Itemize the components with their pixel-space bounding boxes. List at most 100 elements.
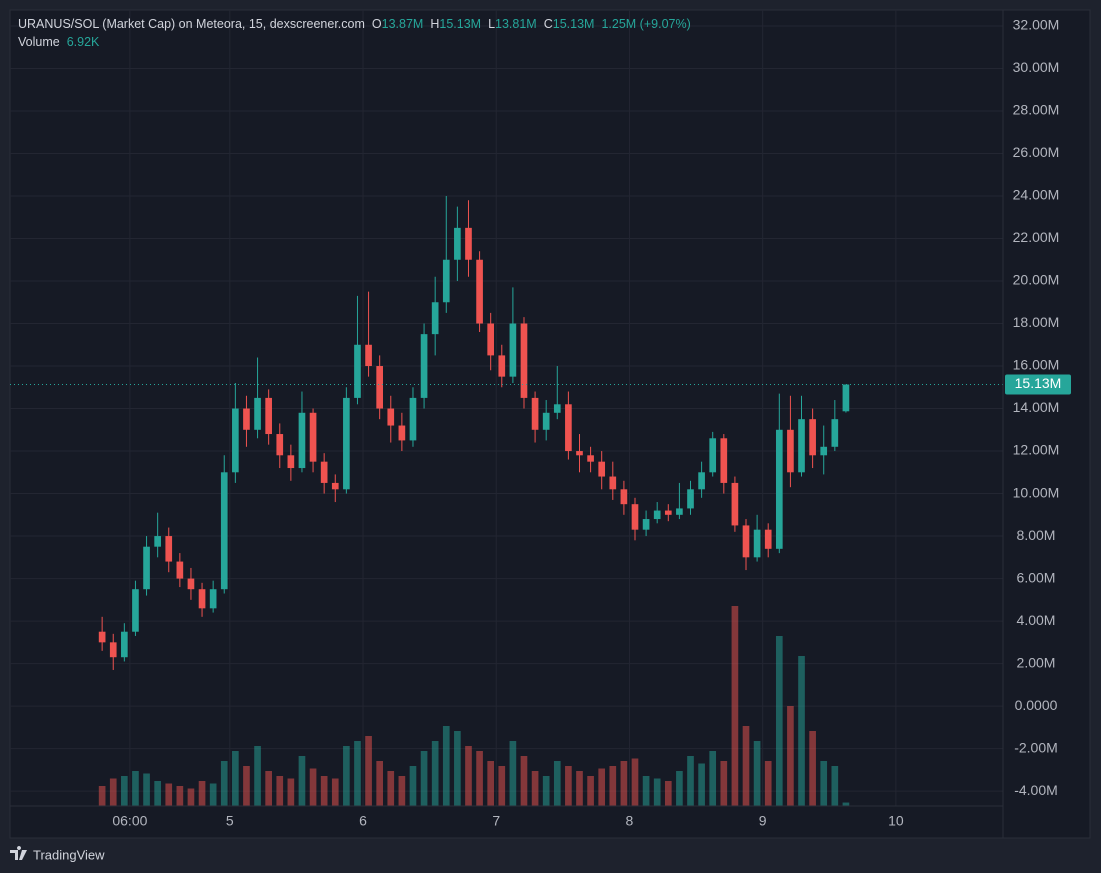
logo-mark <box>10 846 27 860</box>
candle-body <box>809 419 816 456</box>
candle-body <box>764 529 772 549</box>
candle-body <box>354 344 361 398</box>
volume-bar <box>420 751 428 806</box>
candle-body <box>198 589 206 609</box>
grid <box>10 10 1003 806</box>
y-tick-label: 8.00M <box>1017 527 1056 543</box>
y-tick-label: 26.00M <box>1013 144 1060 160</box>
y-tick-label: 28.00M <box>1013 102 1060 118</box>
candle-body <box>165 536 173 562</box>
y-tick-label: 2.00M <box>1017 654 1056 670</box>
volume-bar <box>376 761 383 806</box>
volume-bar <box>132 771 139 806</box>
candle-body <box>598 461 606 477</box>
candle-body <box>531 397 539 430</box>
volume-bar <box>320 776 328 806</box>
volume-bar <box>187 788 195 806</box>
candle-body <box>254 397 261 430</box>
tradingview-logo[interactable]: TradingView <box>10 846 105 862</box>
candle-body <box>320 461 328 483</box>
candle-body <box>465 227 472 260</box>
candle-body <box>431 302 439 335</box>
volume-key: Volume <box>18 35 60 49</box>
y-tick-label: 10.00M <box>1013 484 1060 500</box>
candle-body <box>276 434 284 456</box>
candles <box>10 195 1003 670</box>
volume-bar <box>631 758 639 806</box>
x-tick-label: 8 <box>626 813 634 829</box>
o-key: O <box>372 17 382 31</box>
volume-bar <box>98 786 106 806</box>
candle-body <box>220 472 228 590</box>
candle-body <box>121 631 128 658</box>
volume-bar <box>298 756 306 806</box>
volume-bar <box>265 771 272 806</box>
volume-pane <box>98 606 850 806</box>
volume-bar <box>398 776 406 806</box>
x-tick-label: 6 <box>359 813 367 829</box>
candle-body <box>398 425 406 441</box>
volume-bar <box>687 756 694 806</box>
candle-body <box>509 323 517 377</box>
volume-bar <box>487 761 495 806</box>
volume-bar <box>598 768 606 806</box>
volume-bar <box>531 771 539 806</box>
candle-body <box>642 519 650 530</box>
volume-bar <box>809 731 816 806</box>
candle-body <box>109 642 117 658</box>
y-tick-label: 14.00M <box>1013 399 1060 415</box>
c-value: 15.13M <box>553 17 595 31</box>
candle-body <box>187 578 195 590</box>
y-tick-label: -4.00M <box>1014 782 1058 798</box>
volume-bar <box>753 741 761 806</box>
change: 1.25M (+9.07%) <box>601 17 690 31</box>
volume-bar <box>176 786 184 806</box>
volume-bar <box>165 783 173 806</box>
candle-body <box>498 355 506 377</box>
candle-body <box>387 408 395 426</box>
candle-body <box>243 408 250 430</box>
volume-bar <box>664 781 672 806</box>
candle-body <box>232 408 239 473</box>
brand: TradingView <box>33 847 105 862</box>
volume-bar <box>465 746 472 806</box>
candle-body <box>331 482 339 490</box>
volume-bar <box>121 776 128 806</box>
volume-bar <box>343 746 350 806</box>
symbol: URANUS/SOL (Market Cap) on Meteora, 15, … <box>18 17 365 31</box>
candle-body <box>454 227 461 260</box>
candle-body <box>676 508 683 515</box>
candle-body <box>631 504 639 530</box>
volume-bar <box>276 776 284 806</box>
volume-bar <box>143 773 150 806</box>
candle-body <box>154 536 161 547</box>
candle-body <box>287 455 295 469</box>
volume-bar <box>331 778 339 806</box>
candle-body <box>742 525 750 558</box>
h-key: H <box>430 17 439 31</box>
volume-bar <box>720 761 728 806</box>
candle-body <box>143 546 150 590</box>
volume-bar <box>576 771 583 806</box>
last-price-label: 15.13M <box>1015 375 1062 391</box>
candle-body <box>753 529 761 558</box>
y-tick-label: 18.00M <box>1013 314 1060 330</box>
candle-body <box>565 404 572 452</box>
candle-body <box>442 259 450 303</box>
candle-body <box>132 589 139 632</box>
volume-bar <box>520 756 528 806</box>
x-tick-label: 5 <box>226 813 234 829</box>
volume-bar <box>387 771 395 806</box>
candle-body <box>343 397 350 490</box>
candle-body <box>820 446 828 456</box>
legend-line: URANUS/SOL (Market Cap) on Meteora, 15, … <box>18 17 691 31</box>
candle-body <box>98 631 106 643</box>
volume-bar <box>243 766 250 806</box>
volume-bar <box>553 761 561 806</box>
candle-body <box>664 510 672 515</box>
volume-bar <box>731 606 739 806</box>
volume-bar <box>154 781 161 806</box>
chart-panel <box>9 9 1091 839</box>
candle-body <box>542 412 550 430</box>
